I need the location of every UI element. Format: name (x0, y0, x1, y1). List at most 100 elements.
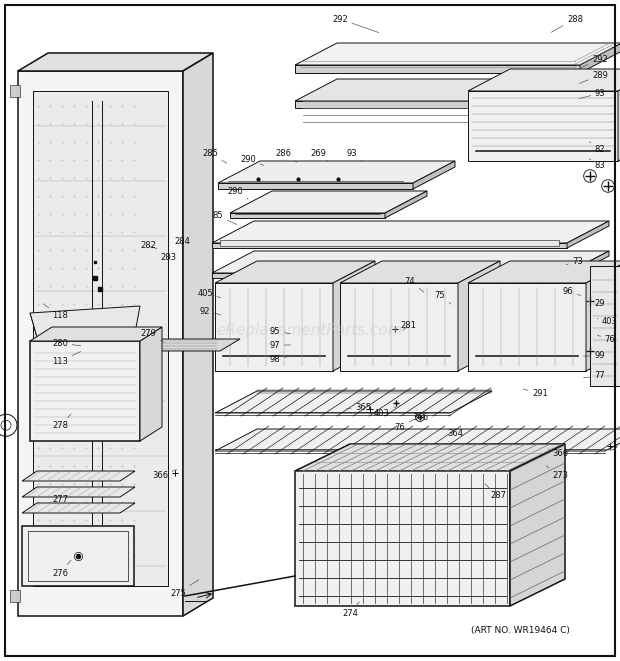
Text: 366: 366 (548, 449, 568, 457)
Text: 75: 75 (435, 290, 451, 304)
Polygon shape (22, 471, 135, 481)
Text: 289: 289 (579, 71, 608, 83)
Text: 284: 284 (174, 237, 190, 245)
Text: 93: 93 (579, 89, 605, 98)
Text: 290: 290 (240, 155, 264, 165)
Bar (220, 240, 559, 246)
Text: 85: 85 (213, 212, 237, 225)
Text: 95: 95 (270, 327, 291, 336)
Polygon shape (215, 286, 597, 308)
Polygon shape (183, 53, 213, 616)
Text: 82: 82 (589, 141, 605, 153)
Polygon shape (30, 341, 140, 441)
Text: 273: 273 (546, 466, 568, 481)
Text: 366: 366 (408, 412, 428, 422)
Polygon shape (580, 43, 620, 73)
Polygon shape (458, 261, 500, 371)
Polygon shape (212, 221, 609, 243)
Text: 291: 291 (523, 389, 548, 397)
Polygon shape (215, 308, 291, 319)
Polygon shape (340, 283, 458, 371)
Polygon shape (295, 43, 620, 65)
Text: 292: 292 (332, 15, 379, 32)
Text: eReplacementParts.com: eReplacementParts.com (216, 323, 404, 338)
Text: 113: 113 (52, 352, 81, 366)
Polygon shape (215, 283, 333, 371)
Text: 76: 76 (394, 420, 414, 432)
Text: 274: 274 (342, 602, 359, 617)
Polygon shape (340, 261, 500, 283)
Bar (18, 71, 183, 616)
Polygon shape (80, 339, 240, 351)
Text: 97: 97 (270, 340, 291, 350)
Text: 364: 364 (447, 428, 463, 442)
Polygon shape (212, 243, 567, 248)
Bar (10, 590, 20, 602)
Text: 99: 99 (583, 352, 605, 360)
Bar (10, 85, 20, 97)
Polygon shape (215, 391, 492, 413)
Polygon shape (22, 487, 135, 497)
Polygon shape (510, 444, 565, 606)
Polygon shape (215, 298, 597, 320)
Text: 281: 281 (400, 321, 416, 330)
Polygon shape (215, 274, 597, 296)
Polygon shape (295, 471, 510, 606)
Text: 96: 96 (563, 286, 581, 295)
Text: (ART NO. WR19464 C): (ART NO. WR19464 C) (471, 627, 569, 635)
Text: 366: 366 (152, 469, 177, 481)
Polygon shape (295, 65, 580, 73)
Polygon shape (215, 310, 597, 332)
Polygon shape (333, 261, 375, 371)
Polygon shape (215, 429, 620, 451)
Text: 292: 292 (579, 54, 608, 69)
Bar (68, 337, 82, 349)
Polygon shape (18, 53, 213, 71)
Text: 287: 287 (485, 484, 506, 500)
Text: 288: 288 (551, 15, 583, 32)
Text: 93: 93 (347, 149, 362, 161)
Text: 98: 98 (270, 354, 291, 364)
Polygon shape (468, 91, 618, 161)
Polygon shape (215, 285, 291, 296)
Text: 83: 83 (589, 159, 605, 171)
Text: 283: 283 (160, 254, 176, 262)
Text: 285: 285 (202, 149, 227, 163)
Bar (33, 91, 168, 586)
Text: 29: 29 (587, 299, 605, 307)
Text: 92: 92 (200, 307, 221, 315)
Polygon shape (218, 161, 455, 183)
Polygon shape (22, 503, 135, 513)
Polygon shape (618, 69, 620, 161)
Text: 73: 73 (566, 256, 583, 266)
Polygon shape (295, 444, 565, 471)
Bar (22, 526, 134, 586)
Text: 269: 269 (310, 149, 328, 161)
Text: 74: 74 (405, 276, 424, 292)
Polygon shape (140, 327, 162, 441)
Polygon shape (567, 251, 609, 278)
Polygon shape (586, 261, 620, 371)
Text: 405: 405 (197, 288, 221, 297)
Polygon shape (295, 101, 580, 108)
Polygon shape (590, 266, 620, 386)
Text: 282: 282 (140, 241, 157, 251)
Polygon shape (30, 306, 140, 341)
Text: 403: 403 (597, 317, 618, 325)
Text: 76: 76 (597, 334, 616, 344)
Polygon shape (212, 273, 567, 278)
Polygon shape (567, 221, 609, 248)
Polygon shape (468, 261, 620, 283)
Text: 290: 290 (227, 186, 248, 199)
Polygon shape (385, 191, 427, 218)
Text: 276: 276 (52, 560, 71, 578)
Text: 280: 280 (52, 338, 81, 348)
Text: 277: 277 (52, 494, 72, 504)
Polygon shape (230, 213, 385, 218)
Polygon shape (218, 183, 413, 189)
Polygon shape (468, 69, 620, 91)
Text: 403: 403 (374, 407, 397, 418)
Polygon shape (215, 261, 375, 283)
Text: 275: 275 (170, 580, 199, 598)
Polygon shape (295, 79, 620, 101)
